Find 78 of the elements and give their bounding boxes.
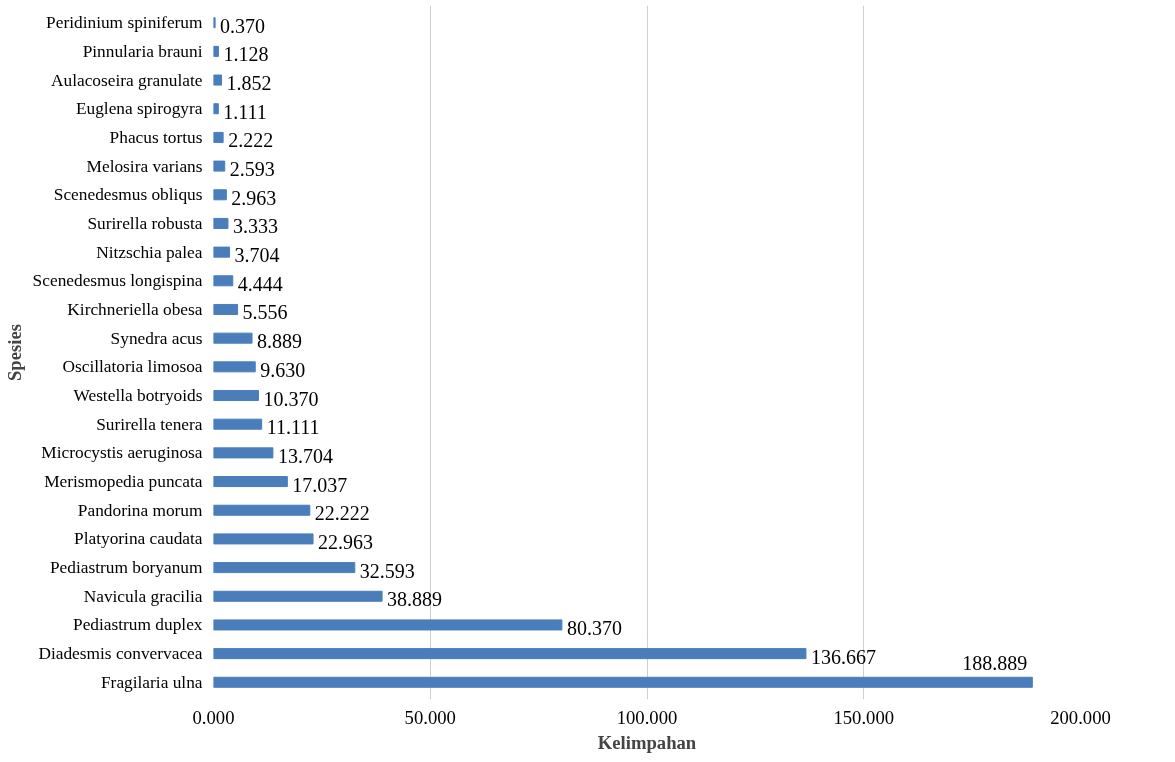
data-label: 3.333	[232, 215, 278, 238]
data-label: 22.963	[318, 530, 374, 553]
bar	[213, 74, 223, 86]
bar	[213, 303, 239, 315]
data-label: 1.111	[223, 100, 267, 123]
data-label: 8.889	[257, 330, 303, 353]
y-tick-label: Aulacoseira granulate	[50, 70, 203, 90]
y-tick-label: Euglena spirogyra	[75, 99, 203, 119]
bar	[213, 562, 356, 574]
bar	[213, 160, 226, 172]
y-tick-label: Diadesmis convervacea	[38, 644, 203, 664]
bar	[213, 189, 227, 201]
y-tick-label: Melosira varians	[86, 156, 203, 176]
data-label: 0.370	[220, 14, 266, 37]
y-tick-label: Fragilaria ulna	[100, 672, 203, 692]
y-tick-label: Platyorina caudata	[74, 529, 203, 549]
data-label: 80.370	[566, 616, 622, 639]
data-label: 136.667	[810, 645, 876, 668]
y-axis-title: Spesies	[3, 323, 25, 382]
bar	[213, 476, 288, 488]
y-tick-label: Pinnularia brauni	[82, 41, 203, 61]
y-tick-label: Oscillatoria limosoa	[62, 357, 203, 377]
y-tick-label: Pediastrum boryanum	[49, 558, 204, 578]
data-label: 9.630	[260, 358, 306, 381]
bar	[213, 676, 1033, 688]
bar	[213, 45, 219, 57]
data-label: 32.593	[359, 559, 415, 582]
data-label: 188.889	[962, 652, 1028, 675]
y-tick-label: Phacus tortus	[109, 127, 203, 147]
y-tick-label: Merismopedia puncata	[44, 472, 203, 492]
bar	[213, 447, 274, 459]
x-axis-title: Kelimpahan	[597, 731, 697, 753]
data-label: 3.704	[234, 244, 280, 267]
y-tick-label: Westella botryoids	[73, 386, 203, 406]
bar	[213, 533, 314, 545]
bar	[213, 590, 383, 602]
data-label: 2.593	[229, 158, 275, 181]
bar	[213, 332, 253, 344]
bar	[213, 246, 231, 258]
bar	[213, 275, 234, 287]
x-tick-label: 150.000	[833, 706, 895, 728]
bar	[213, 103, 219, 115]
y-tick-label: Peridinium spiniferum	[46, 13, 204, 33]
y-tick-label: Kirchneriella obesa	[67, 299, 203, 319]
y-tick-label: Surirella robusta	[87, 213, 203, 233]
y-tick-label: Pandorina morum	[77, 500, 204, 520]
data-label: 5.556	[242, 301, 288, 324]
x-tick-label: 50.000	[404, 706, 456, 728]
bar	[213, 504, 311, 516]
bar	[213, 131, 224, 143]
data-label: 38.889	[387, 588, 443, 611]
x-tick-label: 100.000	[616, 706, 678, 728]
data-label: 2.963	[231, 186, 277, 209]
data-label: 1.128	[223, 43, 269, 66]
bar	[213, 217, 229, 229]
data-label: 4.444	[237, 272, 283, 295]
y-tick-label: Surirella tenera	[96, 414, 203, 434]
y-tick-label: Scenedesmus obliqus	[53, 185, 203, 205]
y-tick-label: Microcystis aeruginosa	[41, 443, 203, 463]
y-tick-label: Synedra acus	[110, 328, 203, 348]
bar	[213, 418, 263, 430]
data-label: 10.370	[263, 387, 319, 410]
data-label: 1.852	[226, 72, 272, 95]
y-tick-label: Pediastrum duplex	[73, 615, 203, 635]
data-label: 2.222	[228, 129, 274, 152]
data-label: 11.111	[266, 416, 320, 439]
data-label: 13.704	[277, 444, 333, 467]
y-tick-label: Nitzschia palea	[96, 242, 203, 262]
bar	[213, 619, 563, 631]
x-tick-label: 200.000	[1050, 706, 1111, 728]
x-tick-label: 0.000	[192, 706, 235, 728]
data-label: 17.037	[292, 473, 348, 496]
bar	[213, 648, 807, 660]
bar	[213, 361, 256, 373]
y-tick-label: Navicula gracilia	[83, 586, 203, 606]
bar	[213, 390, 259, 402]
y-tick-label: Scenedesmus longispina	[32, 271, 203, 291]
data-label: 22.222	[314, 502, 370, 525]
